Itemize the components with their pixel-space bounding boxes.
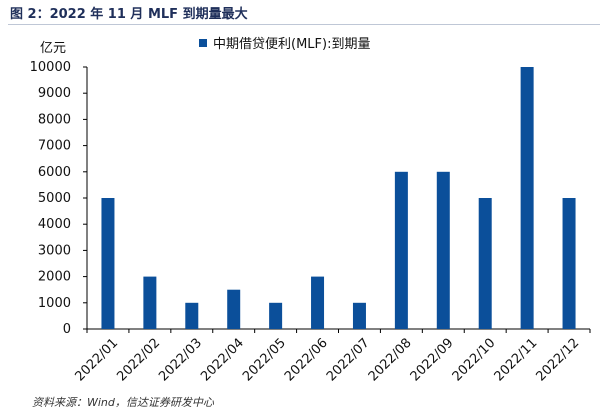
y-tick-label: 3000 <box>38 243 71 258</box>
bar <box>143 276 157 329</box>
x-tick-label: 2022/03 <box>156 336 205 385</box>
y-tick-label: 7000 <box>38 139 71 154</box>
x-tick-label: 2022/12 <box>534 336 583 385</box>
x-tick-label: 2022/08 <box>366 336 415 385</box>
bar <box>227 289 241 329</box>
bar <box>352 302 366 329</box>
bar <box>520 67 534 329</box>
y-tick-label: 0 <box>63 322 71 337</box>
x-tick-label: 2022/04 <box>198 336 247 385</box>
bar <box>562 198 576 329</box>
y-axis-unit-label: 亿元 <box>40 41 67 56</box>
bar <box>185 302 199 329</box>
bar <box>394 171 408 329</box>
x-tick-label: 2022/11 <box>492 336 541 385</box>
y-tick-label: 2000 <box>38 270 71 285</box>
y-tick-label: 9000 <box>38 86 71 101</box>
x-tick-label: 2022/02 <box>114 336 163 385</box>
bar <box>478 198 492 329</box>
figure-title: 图 2：2022 年 11 月 MLF 到期量最大 <box>10 7 248 22</box>
source-note: 资料来源：Wind，信达证券研发中心 <box>32 396 214 409</box>
bar <box>311 276 325 329</box>
bar <box>101 198 115 329</box>
y-tick-label: 5000 <box>38 191 71 206</box>
chart-legend: 中期借贷便利(MLF):到期量 <box>199 33 370 52</box>
title-divider <box>8 24 600 25</box>
bar <box>436 171 450 329</box>
y-tick-label: 1000 <box>38 296 71 311</box>
x-tick-label: 2022/09 <box>408 336 457 385</box>
y-tick-label: 6000 <box>38 165 71 180</box>
legend-swatch <box>199 38 207 47</box>
y-tick-label: 8000 <box>38 112 71 127</box>
y-tick-label: 10000 <box>30 60 71 75</box>
x-tick-label: 2022/05 <box>240 336 289 385</box>
x-tick-label: 2022/01 <box>72 336 121 385</box>
x-tick-label: 2022/06 <box>282 336 331 385</box>
bar <box>269 302 283 329</box>
y-tick-label: 4000 <box>38 217 71 232</box>
legend-label: 中期借贷便利(MLF):到期量 <box>213 37 371 52</box>
x-tick-label: 2022/10 <box>450 336 499 385</box>
x-tick-label: 2022/07 <box>324 336 373 385</box>
